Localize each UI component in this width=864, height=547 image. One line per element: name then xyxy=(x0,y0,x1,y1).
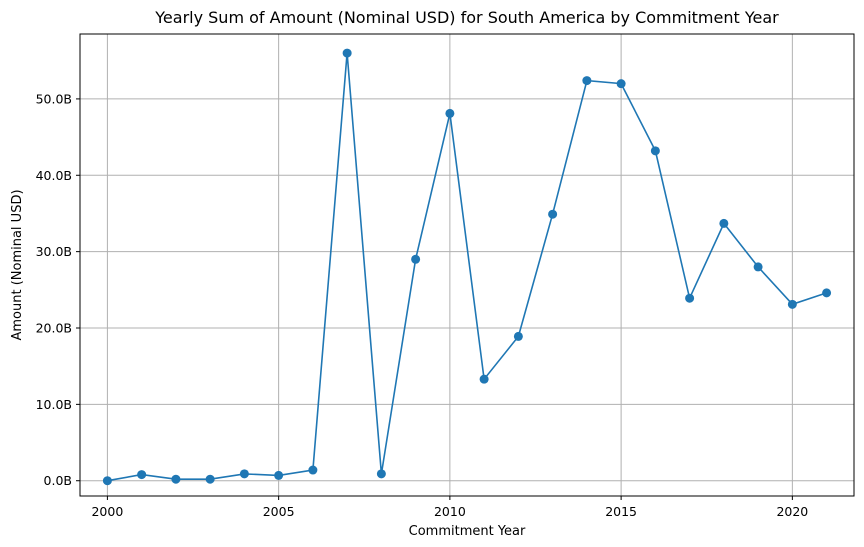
y-axis-label: Amount (Nominal USD) xyxy=(10,189,25,340)
grid xyxy=(80,34,854,496)
data-point xyxy=(513,331,523,341)
data-point xyxy=(102,476,112,486)
data-point xyxy=(308,465,318,475)
series-layer xyxy=(102,48,832,486)
plot-frame xyxy=(79,33,855,497)
y-tick-label: 20.0B xyxy=(36,321,72,336)
data-point xyxy=(171,474,181,484)
x-tick-label: 2010 xyxy=(434,504,466,519)
data-point xyxy=(753,262,763,272)
data-point xyxy=(342,48,352,58)
data-point xyxy=(548,209,558,219)
data-point xyxy=(137,470,147,480)
x-tick-label: 2020 xyxy=(776,504,808,519)
chart-title: Yearly Sum of Amount (Nominal USD) for S… xyxy=(154,8,779,27)
data-point xyxy=(274,470,284,480)
y-tick-label: 10.0B xyxy=(36,397,72,412)
data-point xyxy=(616,79,626,89)
data-point xyxy=(376,469,386,479)
data-point xyxy=(650,146,660,156)
data-point xyxy=(239,469,249,479)
data-point xyxy=(719,218,729,228)
data-point xyxy=(822,288,832,298)
data-point xyxy=(411,254,421,264)
data-point xyxy=(205,474,215,484)
x-tick-label: 2015 xyxy=(605,504,637,519)
data-point xyxy=(445,108,455,118)
series-line xyxy=(107,53,827,482)
data-point xyxy=(685,293,695,303)
x-tick-label: 2000 xyxy=(91,504,123,519)
data-point xyxy=(479,374,489,384)
x-tick-label: 2005 xyxy=(263,504,295,519)
y-axis: 0.0B 10.0B 20.0B 30.0B 40.0B 50.0B xyxy=(36,91,80,488)
y-tick-label: 40.0B xyxy=(36,168,72,183)
y-tick-label: 30.0B xyxy=(36,244,72,259)
x-axis-label: Commitment Year xyxy=(409,524,526,539)
data-point xyxy=(582,76,592,86)
data-point xyxy=(787,299,797,309)
y-tick-label: 50.0B xyxy=(36,91,72,106)
x-axis: 2000 2005 2010 2015 2020 xyxy=(91,496,808,519)
y-tick-label: 0.0B xyxy=(44,473,72,488)
